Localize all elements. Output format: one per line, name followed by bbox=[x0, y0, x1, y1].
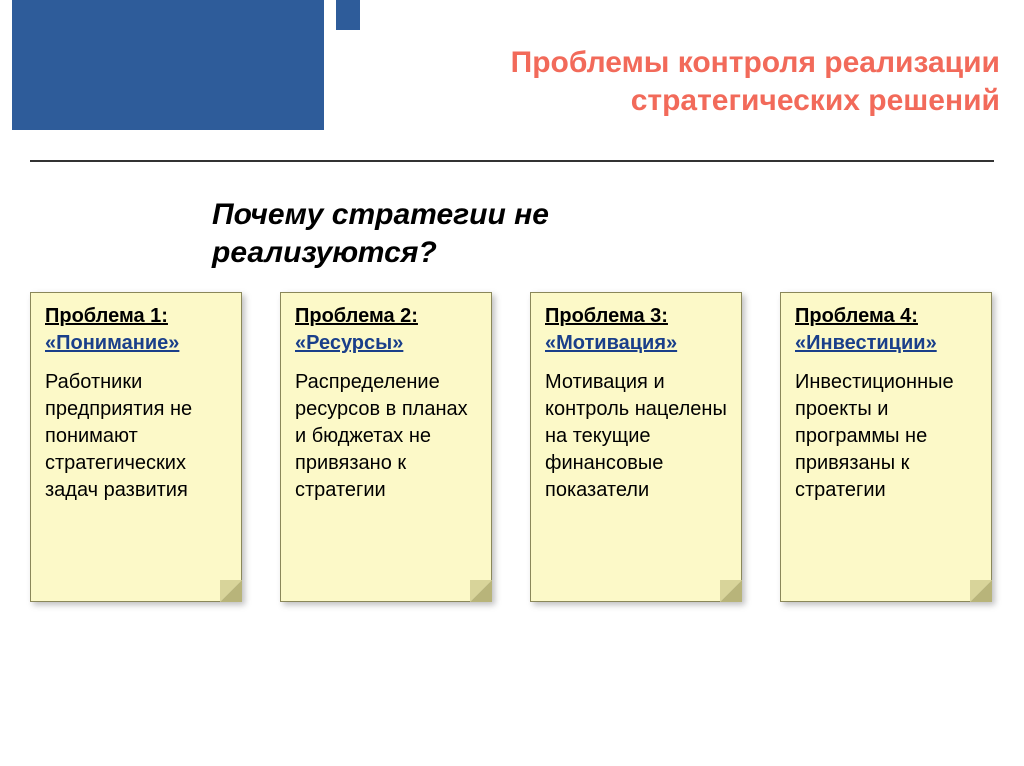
subtitle-line1: Почему стратегии не bbox=[212, 198, 549, 231]
slide-title: Проблемы контроля реализации стратегичес… bbox=[400, 44, 1000, 119]
card-body: Распределение ресурсов в планах и бюджет… bbox=[295, 369, 477, 504]
slide-title-line2: стратегических решений bbox=[631, 84, 1000, 117]
header-blue-strip bbox=[336, 0, 360, 30]
card-name: «Инвестиции» bbox=[795, 332, 977, 355]
card-name: «Ресурсы» bbox=[295, 332, 477, 355]
problem-card-3: Проблема 3: «Мотивация» Мотивация и конт… bbox=[530, 292, 742, 602]
card-body: Мотивация и контроль нацелены на текущие… bbox=[545, 369, 727, 504]
card-label: Проблема 4: bbox=[795, 305, 977, 328]
problem-card-2: Проблема 2: «Ресурсы» Распределение ресу… bbox=[280, 292, 492, 602]
card-corner-fold bbox=[720, 580, 742, 602]
card-body: Инвестиционные проекты и программы не пр… bbox=[795, 369, 977, 504]
card-label: Проблема 1: bbox=[45, 305, 227, 328]
card-body: Работники предприятия не понимают страте… bbox=[45, 369, 227, 504]
header-blue-block bbox=[12, 0, 324, 130]
problem-card-4: Проблема 4: «Инвестиции» Инвестиционные … bbox=[780, 292, 992, 602]
card-corner-fold bbox=[220, 580, 242, 602]
card-corner-fold bbox=[470, 580, 492, 602]
card-name: «Понимание» bbox=[45, 332, 227, 355]
card-name: «Мотивация» bbox=[545, 332, 727, 355]
divider-line bbox=[30, 160, 994, 162]
subtitle-line2: реализуются? bbox=[212, 236, 437, 269]
problem-card-1: Проблема 1: «Понимание» Работники предпр… bbox=[30, 292, 242, 602]
subtitle: Почему стратегии не реализуются? bbox=[212, 196, 549, 271]
card-label: Проблема 2: bbox=[295, 305, 477, 328]
card-label: Проблема 3: bbox=[545, 305, 727, 328]
slide-title-line1: Проблемы контроля реализации bbox=[511, 46, 1000, 79]
card-corner-fold bbox=[970, 580, 992, 602]
